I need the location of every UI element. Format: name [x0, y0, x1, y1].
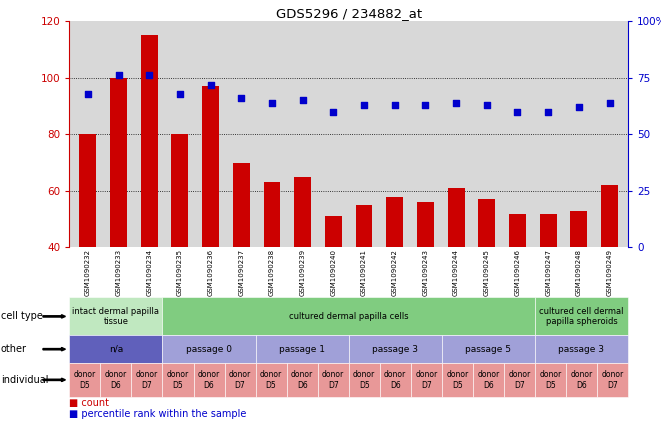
- Point: [512, 108, 523, 115]
- Text: donor
D7: donor D7: [322, 370, 344, 390]
- Bar: [233, 162, 250, 247]
- Point: [266, 99, 277, 106]
- Text: donor
D5: donor D5: [260, 370, 282, 390]
- Point: [359, 102, 369, 108]
- Point: [328, 108, 338, 115]
- Text: donor
D7: donor D7: [229, 370, 251, 390]
- Text: ■ percentile rank within the sample: ■ percentile rank within the sample: [69, 409, 247, 419]
- Bar: [386, 197, 403, 247]
- Point: [604, 99, 615, 106]
- Text: passage 5: passage 5: [465, 345, 512, 354]
- Point: [206, 81, 216, 88]
- Point: [297, 97, 308, 104]
- Bar: [570, 211, 587, 247]
- Point: [420, 102, 431, 108]
- Bar: [479, 199, 495, 247]
- Point: [113, 72, 124, 79]
- Text: cell type: cell type: [1, 311, 42, 321]
- Point: [389, 102, 400, 108]
- Bar: [110, 78, 127, 247]
- Text: donor
D5: donor D5: [167, 370, 189, 390]
- Text: donor
D7: donor D7: [136, 370, 158, 390]
- Text: donor
D5: donor D5: [539, 370, 561, 390]
- Text: individual: individual: [1, 375, 48, 385]
- Bar: [509, 214, 526, 247]
- Bar: [417, 202, 434, 247]
- Bar: [447, 188, 465, 247]
- Text: donor
D7: donor D7: [415, 370, 438, 390]
- Point: [574, 104, 584, 110]
- Text: donor
D6: donor D6: [291, 370, 313, 390]
- Text: donor
D6: donor D6: [198, 370, 220, 390]
- Text: cultured dermal papilla cells: cultured dermal papilla cells: [289, 312, 408, 321]
- Text: passage 1: passage 1: [279, 345, 325, 354]
- Text: ■ count: ■ count: [69, 398, 110, 408]
- Text: donor
D5: donor D5: [446, 370, 469, 390]
- Bar: [601, 185, 618, 247]
- Text: intact dermal papilla
tissue: intact dermal papilla tissue: [73, 307, 159, 326]
- Text: other: other: [1, 344, 26, 354]
- Point: [144, 72, 155, 79]
- Text: cultured cell dermal
papilla spheroids: cultured cell dermal papilla spheroids: [539, 307, 624, 326]
- Point: [543, 108, 553, 115]
- Text: donor
D5: donor D5: [353, 370, 375, 390]
- Text: n/a: n/a: [109, 345, 123, 354]
- Text: donor
D6: donor D6: [570, 370, 592, 390]
- Point: [236, 95, 247, 102]
- Bar: [356, 205, 372, 247]
- Text: donor
D7: donor D7: [602, 370, 623, 390]
- Bar: [202, 86, 219, 247]
- Bar: [540, 214, 557, 247]
- Text: donor
D6: donor D6: [477, 370, 500, 390]
- Text: donor
D6: donor D6: [105, 370, 127, 390]
- Point: [83, 90, 93, 97]
- Bar: [141, 35, 157, 247]
- Point: [175, 90, 185, 97]
- Text: donor
D7: donor D7: [508, 370, 531, 390]
- Text: donor
D6: donor D6: [384, 370, 407, 390]
- Text: passage 3: passage 3: [372, 345, 418, 354]
- Bar: [294, 177, 311, 247]
- Point: [451, 99, 461, 106]
- Text: donor
D5: donor D5: [74, 370, 96, 390]
- Bar: [79, 135, 97, 247]
- Title: GDS5296 / 234882_at: GDS5296 / 234882_at: [276, 7, 422, 20]
- Text: passage 3: passage 3: [559, 345, 604, 354]
- Point: [481, 102, 492, 108]
- Bar: [264, 182, 280, 247]
- Bar: [325, 216, 342, 247]
- Bar: [171, 135, 188, 247]
- Text: passage 0: passage 0: [186, 345, 232, 354]
